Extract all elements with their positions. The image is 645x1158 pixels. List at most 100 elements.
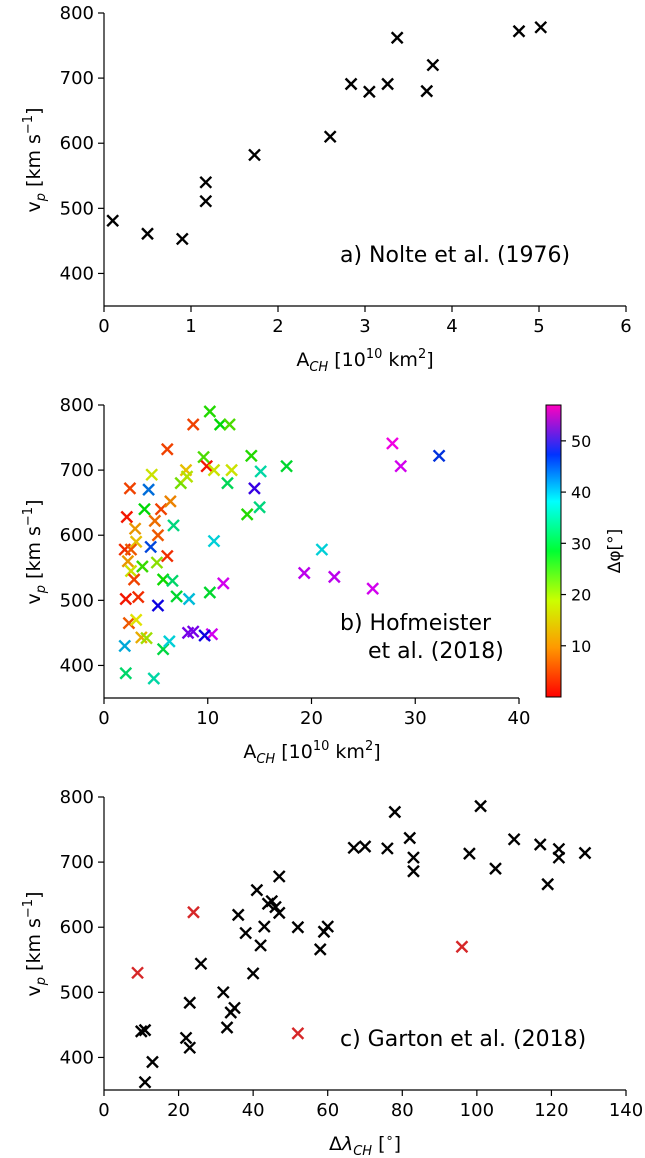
panel-c-point-black [246, 967, 260, 980]
panel-a-x-tick-label: 0 [98, 316, 109, 337]
panel-b-point [297, 566, 311, 580]
panel-b-point [181, 626, 195, 640]
panel-b-point [119, 666, 133, 680]
panel-b-point [127, 573, 141, 586]
panel-c-point-black [358, 840, 372, 853]
panel-c-point-black [533, 838, 547, 851]
panel-a-point [175, 232, 189, 246]
panel-c-point-black [403, 831, 417, 845]
panel-c-point-black [254, 939, 267, 952]
panel-b-point [144, 540, 158, 554]
panel-c-point-black [138, 1075, 152, 1089]
panel-b-marks [118, 405, 446, 685]
panel-a-x-tick-label: 6 [620, 316, 631, 337]
panel-b-point [315, 543, 329, 556]
panel-a-marks [106, 20, 548, 246]
panel-b-point [280, 459, 293, 473]
panel-b-point [221, 476, 234, 490]
panel-b-point [164, 495, 177, 508]
panel-c-x-tick-label: 140 [609, 1100, 643, 1121]
panel-c: 0 20 40 60 80 100 120 140 400 500 600 700 800 c) Gar… [21, 787, 643, 1158]
panel-b-point [186, 418, 200, 431]
panel-a-ticks: 0 1 2 3 4 5 6 400 500 600 700 800 [60, 3, 632, 337]
panel-c-y-label: vp [km s−1] [21, 891, 49, 996]
panel-b-point [118, 639, 132, 653]
panel-b-annotation-line1: b) Hofmeister [340, 611, 492, 636]
panel-c-y-tick-label: 600 [60, 917, 94, 938]
panel-b-ticks: 0 10 20 30 40 400 500 600 700 800 [60, 395, 531, 729]
panel-a-point [534, 20, 548, 34]
panel-b-point [182, 592, 196, 606]
panel-c-point-black [272, 906, 286, 920]
panel-b-point [124, 564, 138, 578]
panel-b-point [207, 534, 221, 548]
panel-c-x-tick-label: 60 [316, 1100, 339, 1121]
panel-b-point [136, 560, 149, 573]
colorbar-tick-label: 50 [571, 432, 591, 451]
panel-b-point [119, 592, 133, 606]
panel-c-point-red [455, 940, 469, 954]
panel-b-point [432, 449, 446, 463]
panel-c-x-label: ΔλCH [∘] [329, 1131, 401, 1158]
panel-a-x-tick-label: 5 [533, 316, 544, 337]
panel-c-y-tick-label: 400 [60, 1047, 94, 1068]
panel-a-point [420, 84, 434, 98]
panel-b-point [145, 468, 159, 482]
panel-b-point [151, 528, 165, 542]
panel-b-point [151, 599, 165, 612]
panel-b-point [254, 465, 268, 478]
panel-b-point [203, 405, 217, 418]
panel-b-y-tick-label: 700 [60, 460, 94, 481]
panel-a-x-tick-label: 3 [359, 316, 370, 337]
panel-c-point-black [474, 799, 487, 813]
panel-b-point [207, 463, 221, 477]
panel-a-point [141, 227, 154, 241]
panel-b-x-tick-label: 30 [404, 708, 427, 729]
panel-b-point [160, 442, 174, 456]
panel-b-point [167, 519, 180, 532]
panel-c-x-tick-label: 0 [98, 1100, 109, 1121]
colorbar-tick-label: 10 [571, 637, 591, 656]
panel-b-point [366, 582, 380, 595]
panel-b-point [142, 483, 155, 496]
panel-c-x-tick-label: 40 [242, 1100, 265, 1121]
panel-c-y-tick-label: 700 [60, 852, 94, 873]
panel-a-y-tick-label: 400 [60, 263, 94, 284]
panel-c-point-red [291, 1027, 305, 1040]
colorbar-label: Δφ[°] [605, 529, 625, 574]
panel-a-point [199, 194, 213, 208]
panel-a-x-tick-label: 1 [185, 316, 196, 337]
panel-b-x-tick-label: 20 [300, 708, 323, 729]
panel-c-point-red [131, 966, 144, 980]
panel-c-point-black [183, 1041, 197, 1055]
panel-c-x-tick-label: 80 [391, 1100, 414, 1121]
panel-b-annotation-line2: et al. (2018) [368, 639, 504, 664]
panel-b-point [253, 500, 266, 514]
panel-b-point [198, 629, 211, 642]
panel-a-point [426, 58, 440, 72]
panel-b-point [124, 543, 138, 556]
panel-b-y-tick-label: 500 [60, 590, 94, 611]
panel-b-x-label: ACH [1010 km2] [243, 739, 380, 767]
panel-c-point-black [183, 996, 197, 1010]
panel-c-y-tick-label: 500 [60, 982, 94, 1003]
panel-b-point [386, 437, 399, 450]
panel-a-y-tick-label: 500 [60, 198, 94, 219]
colorbar-ticks: 10 20 30 40 50 [561, 432, 591, 656]
panel-b-point [216, 577, 230, 590]
panel-b-point [129, 613, 143, 627]
panel-a: 0 1 2 3 4 5 6 400 500 600 700 800 a) Nolte et al. (… [21, 3, 632, 375]
panel-b-point [138, 502, 151, 516]
panel-c-point-black [257, 920, 271, 933]
panel-b-point [150, 556, 164, 569]
panel-c-annotation: c) Garton et al. (2018) [340, 1027, 586, 1052]
panel-b-point [327, 570, 341, 584]
panel-b-point [128, 522, 142, 536]
panel-c-point-black [578, 846, 592, 860]
panel-a-y-tick-label: 700 [60, 68, 94, 89]
panel-b-y-tick-label: 400 [60, 655, 94, 676]
panel-c-point-black [388, 805, 402, 819]
panel-c-point-black [407, 851, 420, 864]
panel-a-point [106, 214, 120, 228]
